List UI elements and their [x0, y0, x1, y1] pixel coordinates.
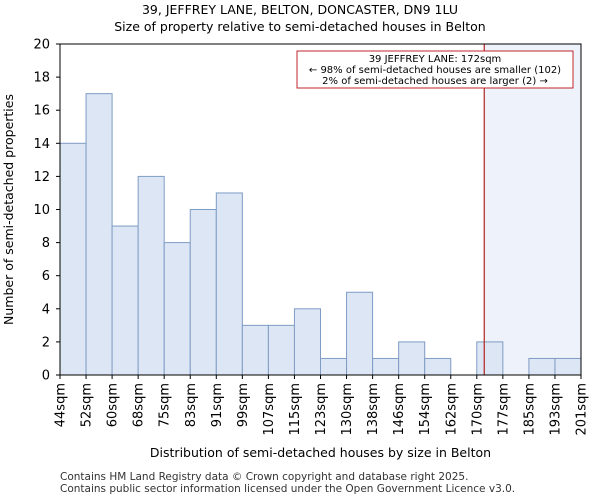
- histogram-bar: [476, 341, 504, 376]
- x-tick-label: 201sqm: [575, 383, 590, 436]
- x-tick-label: 146sqm: [392, 383, 407, 436]
- annotation-line: 2% of semi-detached houses are larger (2…: [322, 76, 548, 87]
- y-tick-label: 4: [42, 302, 50, 317]
- y-tick-label: 8: [42, 236, 50, 251]
- x-tick-label: 162sqm: [444, 383, 459, 436]
- annotation-line: 39 JEFFREY LANE: 172sqm: [369, 54, 502, 65]
- histogram-bar: [554, 357, 582, 376]
- x-tick-label: 185sqm: [522, 383, 537, 436]
- histogram-bar: [215, 192, 243, 376]
- histogram-bar: [372, 357, 400, 376]
- histogram-bar: [189, 209, 217, 376]
- histogram-bar: [111, 225, 139, 376]
- histogram-bar: [241, 324, 269, 376]
- x-tick-label: 44sqm: [54, 383, 69, 427]
- x-tick-label: 115sqm: [288, 383, 303, 436]
- larger-region-shade: [484, 44, 581, 375]
- x-tick-label: 107sqm: [262, 383, 277, 436]
- histogram-bar: [163, 242, 191, 376]
- chart-title: 39, JEFFREY LANE, BELTON, DONCASTER, DN9…: [141, 2, 459, 17]
- x-tick-label: 154sqm: [418, 383, 433, 436]
- footer-copyright: Contains HM Land Registry data © Crown c…: [60, 471, 469, 483]
- x-tick-label: 83sqm: [184, 383, 199, 427]
- x-tick-label: 52sqm: [80, 383, 95, 427]
- histogram-bar: [320, 357, 348, 376]
- y-tick-label: 16: [33, 104, 50, 119]
- y-tick-label: 12: [33, 170, 50, 185]
- x-tick-label: 170sqm: [470, 383, 485, 436]
- histogram-bar: [398, 341, 426, 376]
- y-axis-label: Number of semi-detached properties: [1, 94, 16, 325]
- histogram-bar: [293, 308, 322, 376]
- x-tick-label: 138sqm: [366, 383, 381, 436]
- y-tick-label: 2: [42, 335, 50, 350]
- annotation-line: ← 98% of semi-detached houses are smalle…: [309, 65, 561, 76]
- y-tick-label: 10: [33, 203, 50, 218]
- annotation-box: [296, 50, 574, 89]
- histogram-bar: [424, 357, 452, 376]
- y-tick-label: 18: [33, 71, 50, 86]
- y-tick-label: 0: [42, 369, 50, 384]
- histogram-bar: [267, 324, 295, 376]
- x-axis-label: Distribution of semi-detached houses by …: [150, 445, 491, 460]
- chart-subtitle: Size of property relative to semi-detach…: [114, 19, 486, 34]
- x-tick-label: 99sqm: [236, 383, 251, 427]
- histogram-bar: [85, 93, 113, 376]
- y-tick-label: 20: [33, 38, 50, 53]
- x-tick-label: 91sqm: [210, 383, 225, 427]
- x-tick-label: 177sqm: [496, 383, 511, 436]
- x-tick-label: 130sqm: [340, 383, 355, 436]
- x-tick-label: 75sqm: [158, 383, 173, 427]
- y-tick-label: 6: [42, 269, 50, 284]
- x-tick-label: 193sqm: [548, 383, 563, 436]
- footer-licence: Contains public sector information licen…: [60, 483, 516, 495]
- histogram-bar: [137, 175, 165, 376]
- histogram-bar: [59, 142, 87, 376]
- x-tick-label: 123sqm: [314, 383, 329, 436]
- x-tick-label: 68sqm: [132, 383, 147, 427]
- y-tick-label: 14: [33, 137, 50, 152]
- histogram-bar: [346, 291, 374, 376]
- histogram-bar: [528, 357, 556, 376]
- x-tick-label: 60sqm: [106, 383, 121, 427]
